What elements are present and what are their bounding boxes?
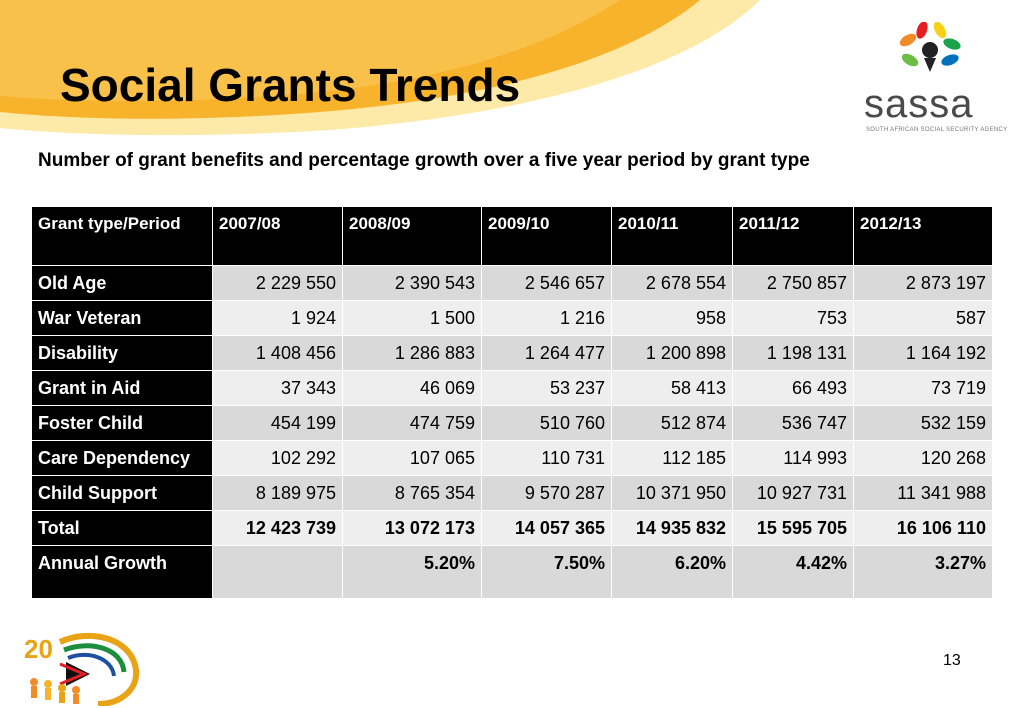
column-header: 2011/12 — [732, 206, 854, 266]
table-cell: 753 — [732, 300, 854, 336]
row-label: Grant in Aid — [31, 370, 213, 406]
table-header-row: Grant type/Period 2007/08 2008/09 2009/1… — [31, 206, 993, 266]
table-cell: 14 057 365 — [481, 510, 612, 546]
table-cell: 2 390 543 — [342, 265, 482, 301]
table-cell: 110 731 — [481, 440, 612, 476]
table-cell: 102 292 — [212, 440, 343, 476]
slide-title: Social Grants Trends — [60, 59, 521, 111]
table-cell: 10 371 950 — [611, 475, 733, 511]
table-cell: 454 199 — [212, 405, 343, 441]
table-cell: 587 — [853, 300, 993, 336]
table-cell: 1 198 131 — [732, 335, 854, 371]
table-cell — [212, 545, 343, 599]
row-label: Foster Child — [31, 405, 213, 441]
row-label: Care Dependency — [31, 440, 213, 476]
table-cell: 4.42% — [732, 545, 854, 599]
table-cell: 1 408 456 — [212, 335, 343, 371]
logo-wordmark: sassa — [864, 82, 974, 126]
table-cell: 114 993 — [732, 440, 854, 476]
table-cell: 11 341 988 — [853, 475, 993, 511]
row-label: Disability — [31, 335, 213, 371]
table-cell: 474 759 — [342, 405, 482, 441]
table-cell: 15 595 705 — [732, 510, 854, 546]
freedom-anniversary-logo-icon: 20 — [24, 632, 140, 706]
table-cell: 6.20% — [611, 545, 733, 599]
table-cell: 1 216 — [481, 300, 612, 336]
table-cell: 12 423 739 — [212, 510, 343, 546]
row-label: War Veteran — [31, 300, 213, 336]
table-row: Child Support 8 189 975 8 765 354 9 570 … — [31, 475, 993, 511]
table-cell: 9 570 287 — [481, 475, 612, 511]
table-row: War Veteran 1 924 1 500 1 216 958 753 58… — [31, 300, 993, 336]
column-header: 2007/08 — [212, 206, 343, 266]
table-row: Foster Child 454 199 474 759 510 760 512… — [31, 405, 993, 441]
table-row: Care Dependency 102 292 107 065 110 731 … — [31, 440, 993, 476]
svg-text:20: 20 — [24, 634, 53, 664]
table-cell: 10 927 731 — [732, 475, 854, 511]
table-cell: 2 873 197 — [853, 265, 993, 301]
table-cell: 53 237 — [481, 370, 612, 406]
column-header: 2012/13 — [853, 206, 993, 266]
table-cell: 58 413 — [611, 370, 733, 406]
header-swoosh — [0, 0, 760, 136]
table-cell: 16 106 110 — [853, 510, 993, 546]
table-cell: 13 072 173 — [342, 510, 482, 546]
table-cell: 1 500 — [342, 300, 482, 336]
table-row: Old Age 2 229 550 2 390 543 2 546 657 2 … — [31, 265, 993, 301]
logo-tagline: SOUTH AFRICAN SOCIAL SECURITY AGENCY — [866, 127, 1008, 133]
table-cell: 8 765 354 — [342, 475, 482, 511]
column-header: 2008/09 — [342, 206, 482, 266]
table-cell: 120 268 — [853, 440, 993, 476]
table-cell: 1 286 883 — [342, 335, 482, 371]
column-header: 2010/11 — [611, 206, 733, 266]
row-label: Child Support — [31, 475, 213, 511]
table-cell: 8 189 975 — [212, 475, 343, 511]
table-cell: 1 200 898 — [611, 335, 733, 371]
row-label: Old Age — [31, 265, 213, 301]
row-label: Total — [31, 510, 213, 546]
slide-subtitle: Number of grant benefits and percentage … — [38, 150, 810, 171]
table-cell: 112 185 — [611, 440, 733, 476]
table-cell: 7.50% — [481, 545, 612, 599]
grants-table: Grant type/Period 2007/08 2008/09 2009/1… — [31, 206, 993, 599]
table-cell: 2 750 857 — [732, 265, 854, 301]
table-cell: 512 874 — [611, 405, 733, 441]
table-cell: 3.27% — [853, 545, 993, 599]
table-cell: 37 343 — [212, 370, 343, 406]
column-header: Grant type/Period — [31, 206, 213, 266]
table-cell: 536 747 — [732, 405, 854, 441]
table-cell: 532 159 — [853, 405, 993, 441]
table-cell: 46 069 — [342, 370, 482, 406]
table-cell: 2 229 550 — [212, 265, 343, 301]
table-cell: 107 065 — [342, 440, 482, 476]
sassa-logo-icon — [899, 22, 961, 72]
table-cell: 66 493 — [732, 370, 854, 406]
table-row: Disability 1 408 456 1 286 883 1 264 477… — [31, 335, 993, 371]
table-cell: 73 719 — [853, 370, 993, 406]
table-cell: 1 924 — [212, 300, 343, 336]
column-header: 2009/10 — [481, 206, 612, 266]
table-cell: 2 546 657 — [481, 265, 612, 301]
table-row-total: Total 12 423 739 13 072 173 14 057 365 1… — [31, 510, 993, 546]
table-cell: 14 935 832 — [611, 510, 733, 546]
table-row: Grant in Aid 37 343 46 069 53 237 58 413… — [31, 370, 993, 406]
table-cell: 1 164 192 — [853, 335, 993, 371]
table-row-growth: Annual Growth 5.20% 7.50% 6.20% 4.42% 3.… — [31, 545, 993, 599]
page-number: 13 — [943, 652, 961, 669]
table-cell: 5.20% — [342, 545, 482, 599]
table-cell: 510 760 — [481, 405, 612, 441]
row-label: Annual Growth — [31, 545, 213, 599]
table-cell: 958 — [611, 300, 733, 336]
table-cell: 1 264 477 — [481, 335, 612, 371]
table-cell: 2 678 554 — [611, 265, 733, 301]
